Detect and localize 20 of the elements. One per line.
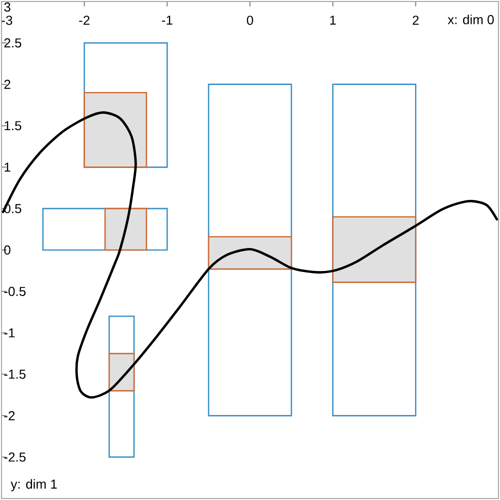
x-tick-label: 2	[412, 16, 419, 25]
line-series	[2, 111, 498, 399]
y-tick-label: -1.5	[4, 370, 26, 379]
x-tick-label: -3	[2, 16, 12, 25]
y-tick-label: 3	[4, 2, 10, 12]
y-tick-label: -0.5	[4, 286, 26, 296]
y-tick-label: -2.5	[4, 452, 26, 462]
x-tick-label: -2	[79, 16, 90, 25]
x-tick-label: 1	[330, 16, 336, 25]
y-tick-label: 2	[4, 80, 10, 89]
y-tick-label: 1.5	[4, 121, 22, 130]
y-tick-label: 0	[4, 245, 10, 255]
x-tick-label: -1	[162, 16, 172, 25]
y-tick-label: -2	[4, 411, 15, 420]
y-tick-label: 2.5	[4, 38, 22, 48]
y-tick-label: -1	[4, 328, 15, 338]
x-tick-label: 0	[246, 16, 254, 25]
x-axis-title: x: dim 0	[448, 14, 494, 24]
y-tick-label: 1	[4, 162, 10, 172]
y-axis-title: y: dim 1	[10, 479, 57, 492]
